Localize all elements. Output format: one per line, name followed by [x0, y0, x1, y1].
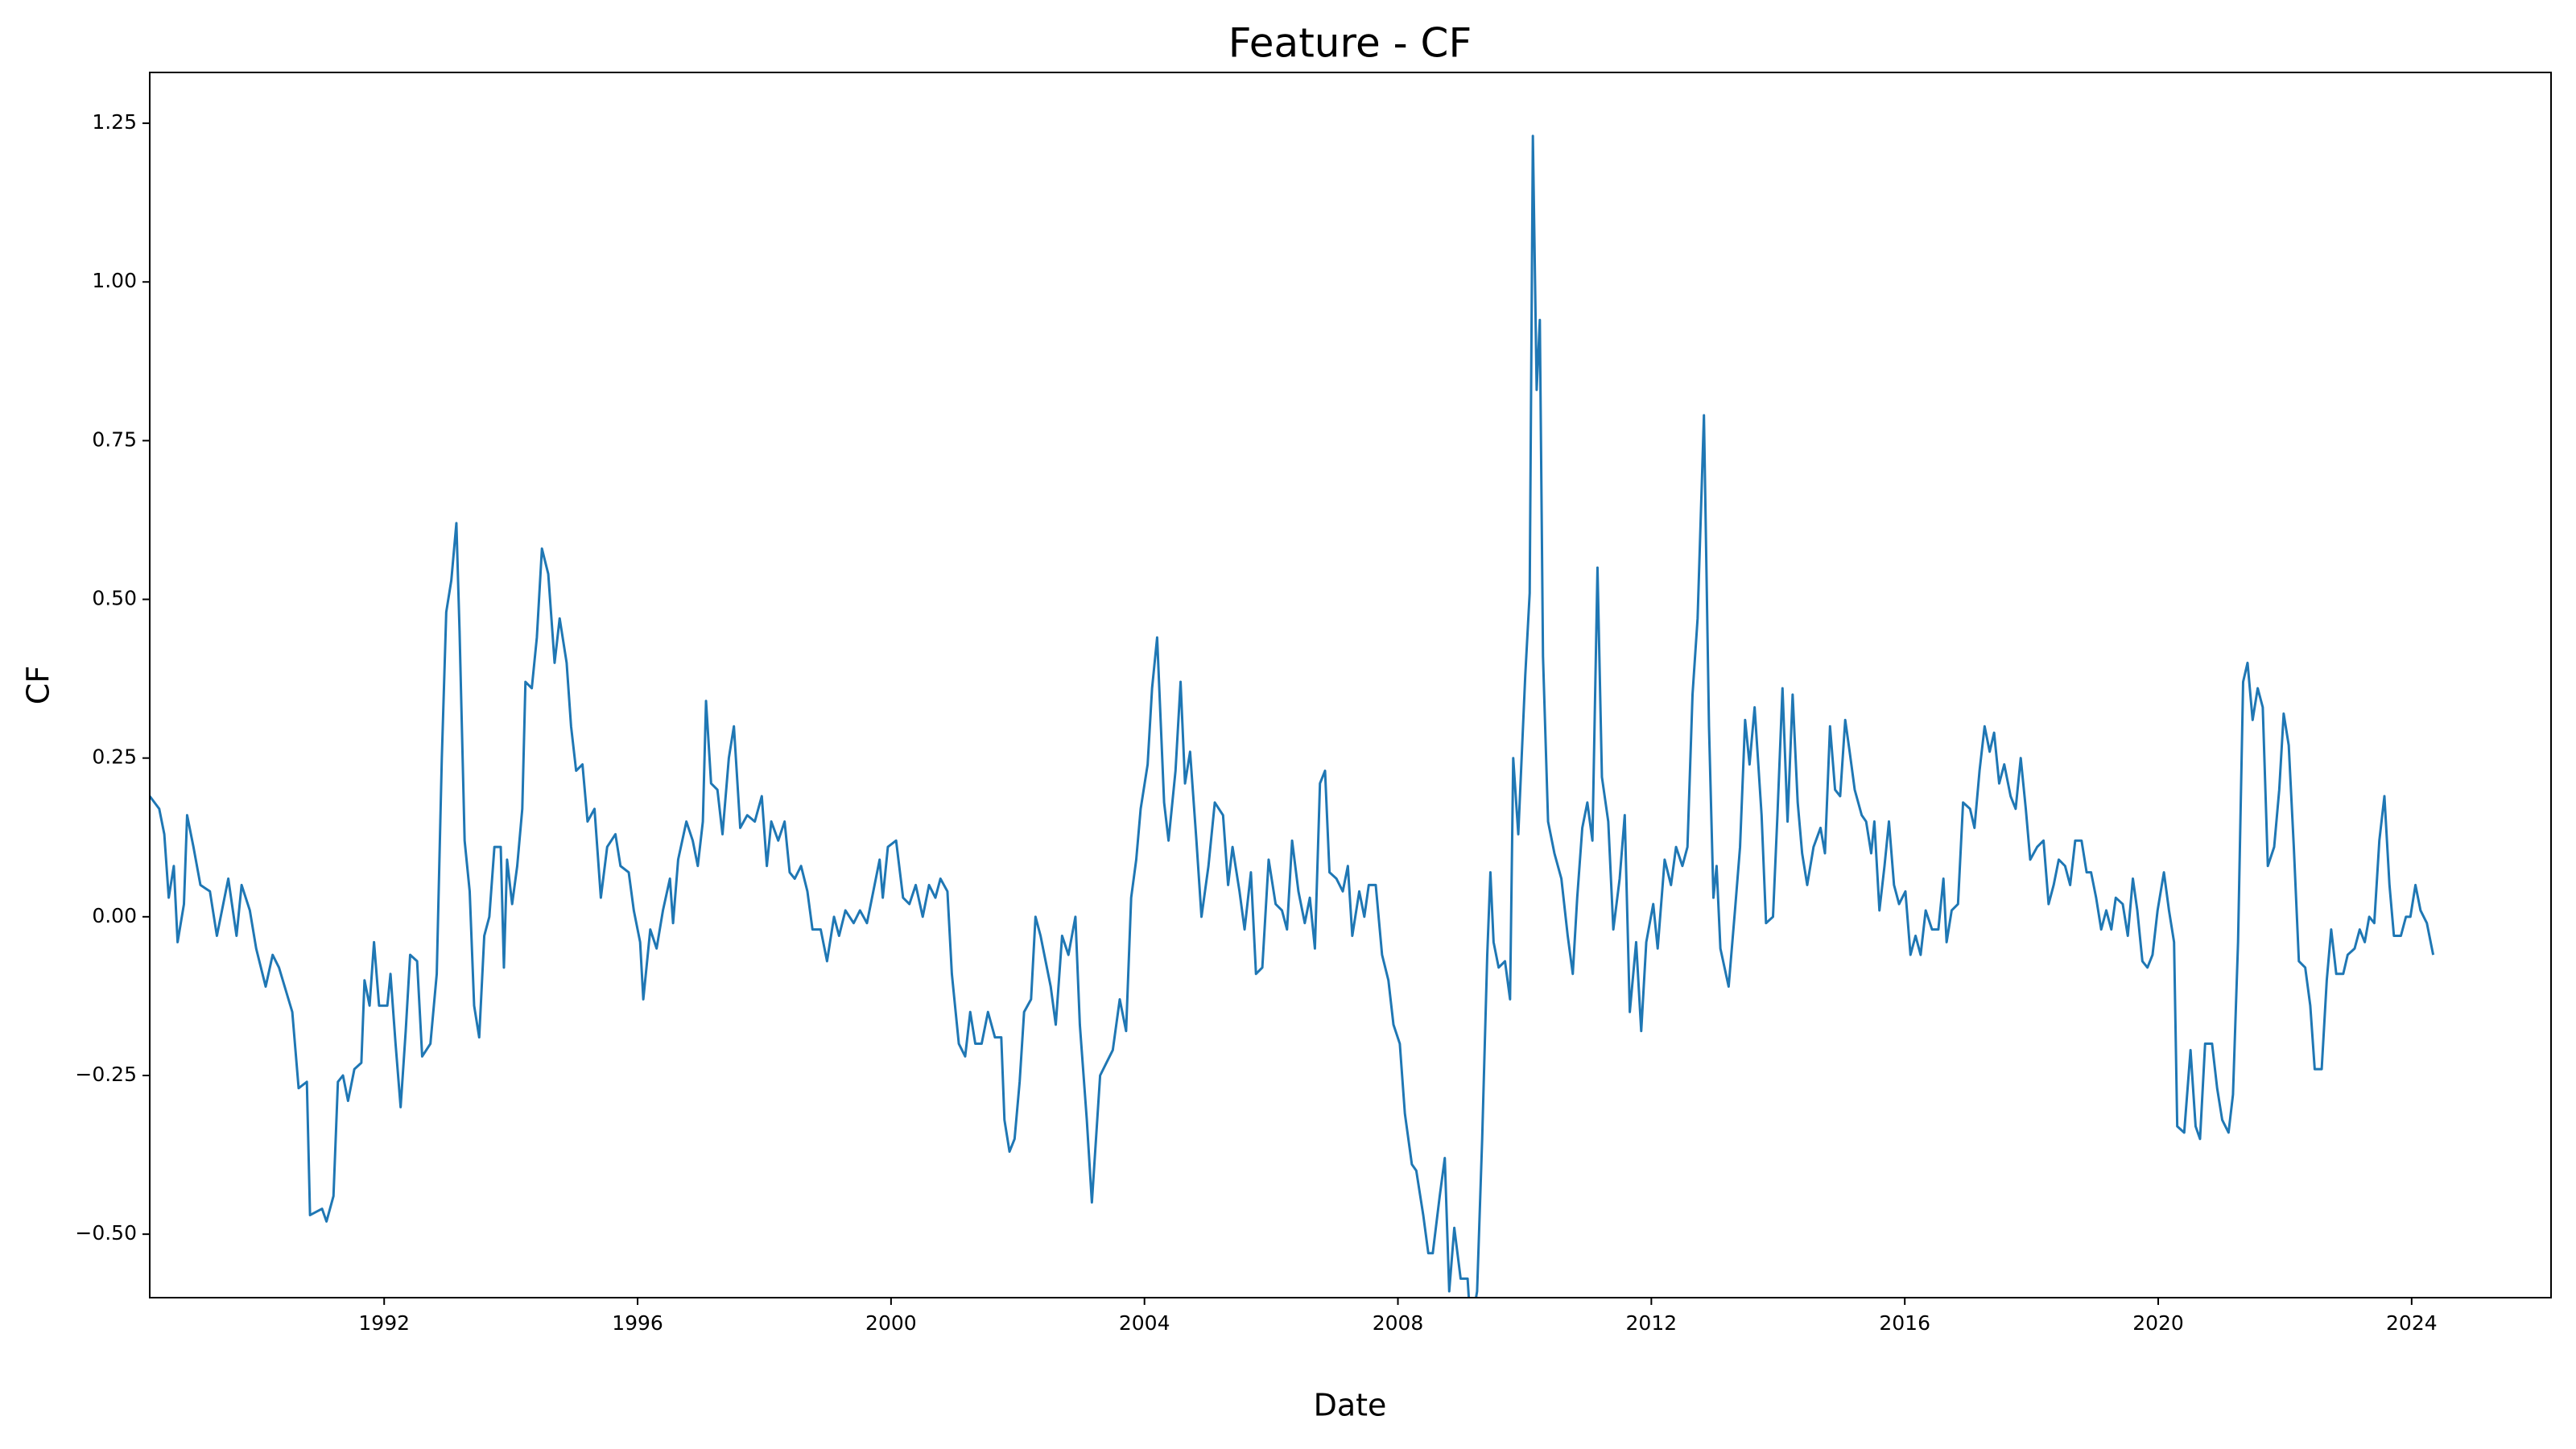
x-tick-label: 2016: [1879, 1311, 1930, 1335]
data-line: [150, 134, 2435, 1298]
chart-title: Feature - CF: [1228, 20, 1472, 67]
y-tick-label: −0.50: [75, 1221, 137, 1245]
y-axis-label: CF: [21, 666, 56, 704]
x-tick-label: 2012: [1626, 1311, 1678, 1335]
y-tick-label: 0.00: [92, 904, 137, 927]
x-tick-label: 2008: [1373, 1311, 1424, 1335]
y-tick-label: 0.75: [92, 427, 137, 451]
y-tick-label: 0.25: [92, 745, 137, 769]
x-tick-label: 2004: [1119, 1311, 1170, 1335]
y-tick-label: 1.00: [92, 269, 137, 292]
x-tick-label: 2024: [2386, 1311, 2438, 1335]
x-axis-label: Date: [1314, 1388, 1387, 1423]
x-tick-label: 2000: [865, 1311, 917, 1335]
plot-frame: [149, 72, 2552, 1298]
y-tick-label: −0.25: [75, 1063, 137, 1086]
y-tick-label: 0.50: [92, 587, 137, 610]
x-tick-label: 1992: [358, 1311, 410, 1335]
x-tick-label: 1996: [612, 1311, 663, 1335]
y-tick-label: 1.25: [92, 110, 137, 134]
x-tick-label: 2020: [2132, 1311, 2184, 1335]
